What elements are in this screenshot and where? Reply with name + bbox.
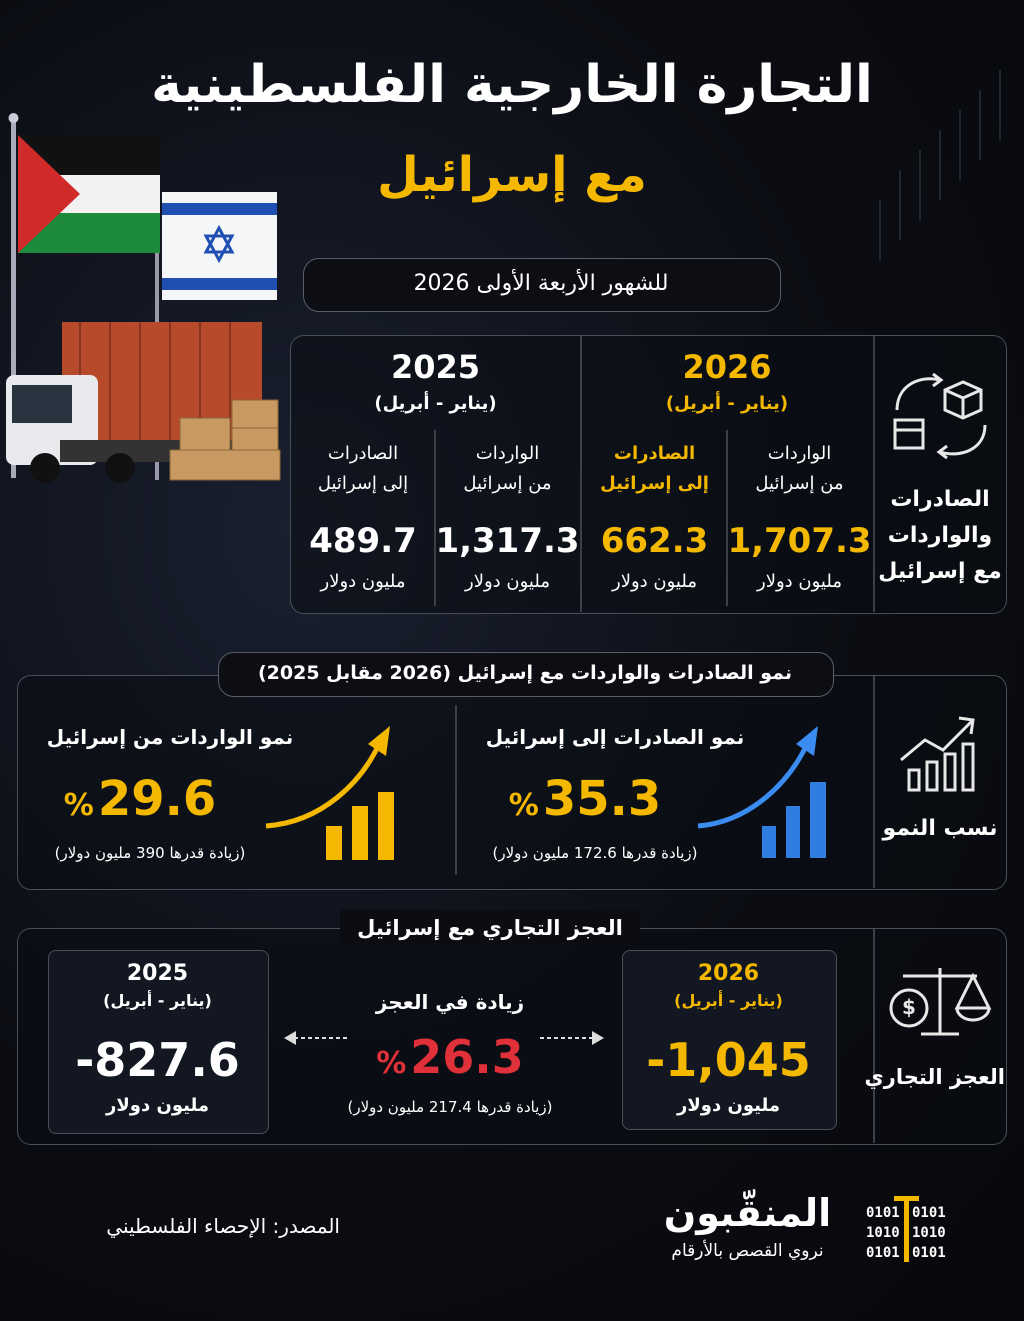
yellow-arrow-bars xyxy=(265,726,394,860)
divider xyxy=(434,430,436,606)
pick-handle xyxy=(904,1196,909,1262)
brand: المنقّبون xyxy=(663,1191,832,1235)
item-label: إلى إسرائيل xyxy=(317,473,409,494)
growth-title: نمو الواردات من إسرائيل xyxy=(46,725,294,749)
growth-icon xyxy=(900,716,975,792)
subtitle: مع إسرائيل xyxy=(377,147,647,203)
section-label: العجز التجاري xyxy=(864,1065,1005,1089)
period-pill xyxy=(303,258,781,312)
decor xyxy=(6,70,1001,483)
divider xyxy=(580,336,582,612)
unit: مليون دولار xyxy=(677,1095,780,1116)
percent-value: 35.3 xyxy=(542,771,662,827)
percent-sign: % xyxy=(63,788,94,823)
growth-title: نمو الصادرات إلى إسرائيل xyxy=(485,725,745,749)
unit: مليون دولار xyxy=(465,571,550,592)
unit: مليون دولار xyxy=(320,571,406,592)
increase-note: (زيادة قدرها 217.4 مليون دولار) xyxy=(347,1098,553,1116)
growth-box xyxy=(17,675,1007,890)
binary-left: 0101 1010 0101 xyxy=(866,1203,906,1263)
deficit-card xyxy=(622,950,837,1130)
item-label: من إسرائيل xyxy=(755,473,844,494)
blue-arrow-bars xyxy=(697,726,826,858)
year: 2025 xyxy=(126,961,189,986)
growth-note: (زيادة قدرها 172.6 مليون دولار) xyxy=(492,844,698,862)
months: (يناير - أبريل) xyxy=(674,991,783,1010)
divider xyxy=(873,929,875,1143)
dashed-arrows xyxy=(284,1031,604,1045)
percent-value: 29.6 xyxy=(97,771,217,827)
months: (يناير - أبريل) xyxy=(103,991,212,1010)
period: للشهور الأربعة الأولى 2026 xyxy=(413,271,669,296)
year: 2026 xyxy=(697,961,760,986)
item-label: الصادرات xyxy=(327,443,399,464)
binary: 0101 xyxy=(912,1245,946,1261)
value: -827.6 xyxy=(75,1033,240,1087)
growth-value: % 29.6 xyxy=(40,768,240,837)
growth-note: (زيادة قدرها 390 مليون دولار) xyxy=(54,844,246,862)
growth-value: % 35.3 xyxy=(460,768,710,837)
unit: مليون دولار xyxy=(106,1095,209,1116)
months: (يناير - أبريل) xyxy=(665,393,789,414)
section-label: نسب النمو xyxy=(882,816,998,841)
item-label: الواردات xyxy=(475,443,540,464)
divider xyxy=(873,676,875,888)
percent-sign: % xyxy=(508,788,539,823)
binary: 1010 xyxy=(912,1225,946,1241)
section-title: العجز التجاري مع إسرائيل xyxy=(340,910,640,946)
value: 489.7 xyxy=(309,521,417,561)
year: 2025 xyxy=(390,348,481,386)
value: 1,707.3 xyxy=(727,521,872,561)
section-label: الصادرات والواردات مع إسرائيل xyxy=(878,487,1002,584)
value: 662.3 xyxy=(600,521,709,561)
binary: 0101 xyxy=(912,1205,946,1221)
percent-sign: % xyxy=(376,1046,407,1081)
svg-text:$: $ xyxy=(902,995,916,1019)
title: التجارة الخارجية الفلسطينية xyxy=(151,55,873,115)
value: 1,317.3 xyxy=(435,521,580,561)
item-label: إلى إسرائيل xyxy=(600,473,709,494)
item-label: الواردات xyxy=(767,443,832,464)
year: 2026 xyxy=(682,348,772,386)
value: -1,045 xyxy=(646,1033,811,1087)
trade-icon xyxy=(893,372,987,460)
binary-right: 0101 1010 0101 xyxy=(912,1203,952,1263)
divider xyxy=(873,336,875,612)
unit: مليون دولار xyxy=(612,571,697,592)
scale-icon: $ xyxy=(889,968,992,1036)
tagline: نروي القصص بالأرقام xyxy=(671,1241,824,1261)
binary: 1010 xyxy=(866,1225,900,1241)
deficit-card xyxy=(48,950,269,1134)
percent-value: 26.3 xyxy=(410,1030,524,1084)
increase-value: % 26.3 xyxy=(330,1026,570,1095)
unit: مليون دولار xyxy=(757,571,842,592)
divider xyxy=(455,705,457,875)
section-title: نمو الصادرات والواردات مع إسرائيل (2026 … xyxy=(257,662,792,684)
trade-box xyxy=(290,335,1007,614)
pick-head xyxy=(894,1196,919,1201)
divider xyxy=(726,430,728,606)
binary: 0101 xyxy=(866,1205,900,1221)
binary: 0101 xyxy=(866,1245,900,1261)
increase-title: زيادة في العجز xyxy=(375,990,525,1014)
item-label: الصادرات xyxy=(613,443,696,464)
title-pill xyxy=(218,652,834,697)
months: (يناير - أبريل) xyxy=(374,393,497,414)
item-label: من إسرائيل xyxy=(463,473,552,494)
source: المصدر: الإحصاء الفلسطيني xyxy=(106,1214,340,1238)
